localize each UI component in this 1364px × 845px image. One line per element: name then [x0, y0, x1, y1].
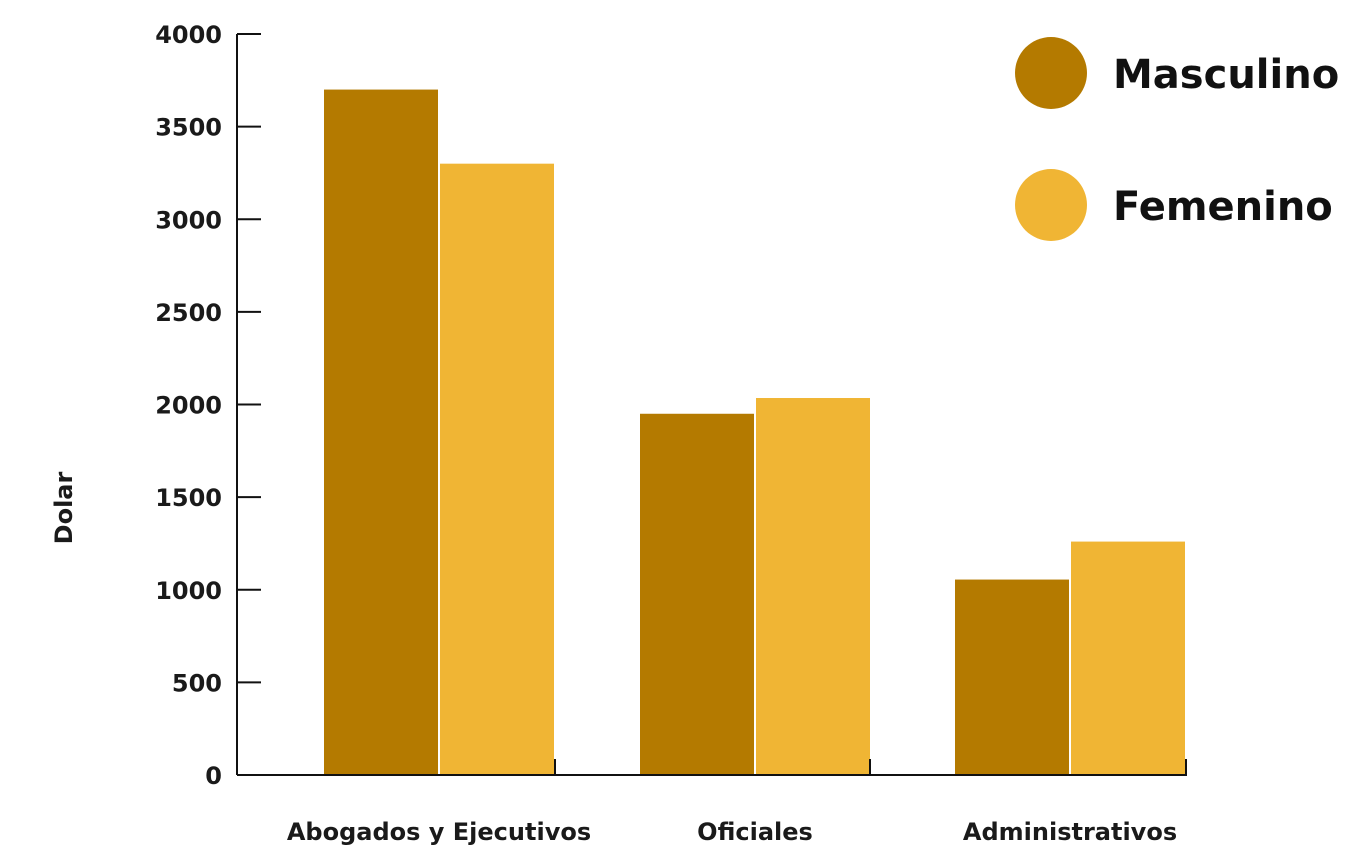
bar-masculino-2	[640, 413, 754, 775]
y-tick-label-3500: 3500	[155, 114, 222, 142]
legend-swatch-masculino	[1015, 37, 1087, 109]
bar-femenino-3	[1071, 541, 1185, 775]
y-tick-label-1000: 1000	[155, 577, 222, 605]
bar-femenino-2	[756, 398, 870, 775]
x-category-label-1: Abogados y Ejecutivos	[287, 818, 591, 845]
bar-masculino-1	[324, 89, 438, 775]
x-category-label-2: Oficiales	[697, 818, 813, 845]
y-tick-label-4000: 4000	[155, 21, 222, 49]
bar-masculino-3	[955, 579, 1069, 775]
y-tick-label-0: 0	[205, 762, 222, 790]
legend: Masculino Femenino	[1015, 37, 1339, 241]
y-tick-label-2500: 2500	[155, 299, 222, 327]
y-axis-title: Dolar	[50, 472, 78, 545]
x-category-label-3: Administrativos	[963, 818, 1177, 845]
bar-femenino-1	[440, 163, 554, 776]
y-tick-label-3000: 3000	[155, 206, 222, 234]
legend-label-masculino: Masculino	[1113, 52, 1339, 98]
x-labels-group: Abogados y Ejecutivos Oficiales Administra…	[287, 818, 1177, 845]
legend-label-femenino: Femenino	[1113, 184, 1333, 230]
y-ticks-group: 0 500 1000 1500 2000 2500 3000 3500 4000	[155, 21, 261, 790]
y-tick-label-1500: 1500	[155, 484, 222, 512]
bars-group	[324, 89, 1185, 776]
legend-swatch-femenino	[1015, 169, 1087, 241]
y-tick-label-2000: 2000	[155, 392, 222, 420]
y-tick-label-500: 500	[172, 669, 222, 697]
